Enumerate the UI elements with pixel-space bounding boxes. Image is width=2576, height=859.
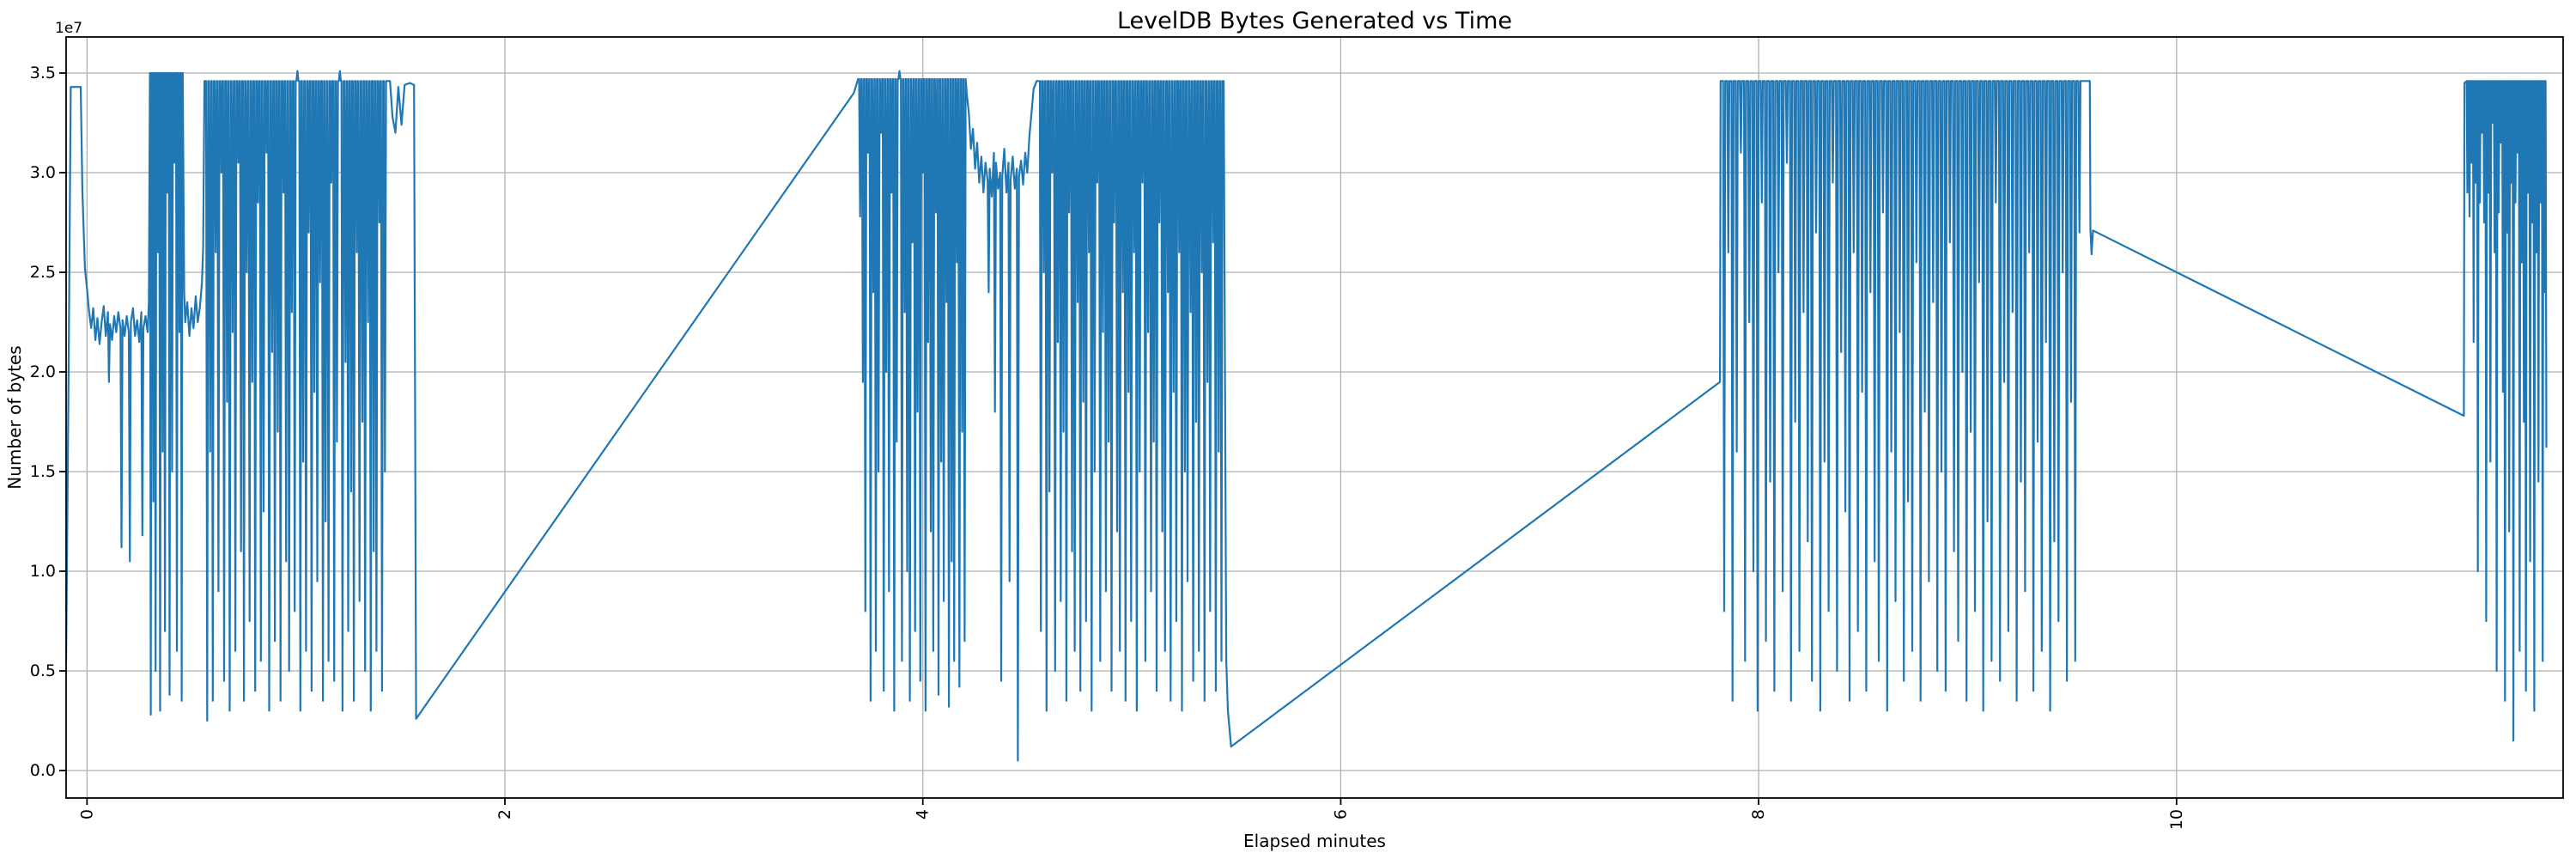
x-tick-label: 6 xyxy=(1331,809,1350,819)
y-tick-label: 3.0 xyxy=(30,163,56,182)
x-tick-label: 2 xyxy=(495,809,514,819)
chart-title: LevelDB Bytes Generated vs Time xyxy=(1117,8,1512,34)
x-axis-label: Elapsed minutes xyxy=(1243,831,1386,851)
axis-tick-labels: 0 2 4 6 8 10 0.0 0.5 1.0 1.5 2.0 2.5 3.0 3.5 xyxy=(30,64,2186,830)
y-tick-label: 0.0 xyxy=(30,761,56,780)
x-tick-label: 0 xyxy=(77,809,96,819)
x-tick-label: 8 xyxy=(1749,809,1768,819)
y-tick-label: 1.0 xyxy=(30,562,56,581)
y-tick-label: 3.5 xyxy=(30,64,56,82)
x-tick-label: 4 xyxy=(914,809,933,819)
y-tick-label: 1.5 xyxy=(30,462,56,481)
plot-border xyxy=(65,36,2564,799)
axis-ticks xyxy=(59,72,2178,805)
y-tick-label: 0.5 xyxy=(30,661,56,680)
y-tick-label: 2.5 xyxy=(30,263,56,282)
x-tick-label: 10 xyxy=(2167,809,2186,830)
y-tick-label: 2.0 xyxy=(30,362,56,381)
gridlines xyxy=(66,37,2563,798)
series-line xyxy=(66,70,2548,762)
y-axis-offset-label: 1e7 xyxy=(55,20,82,37)
y-axis-label: Number of bytes xyxy=(4,345,25,489)
